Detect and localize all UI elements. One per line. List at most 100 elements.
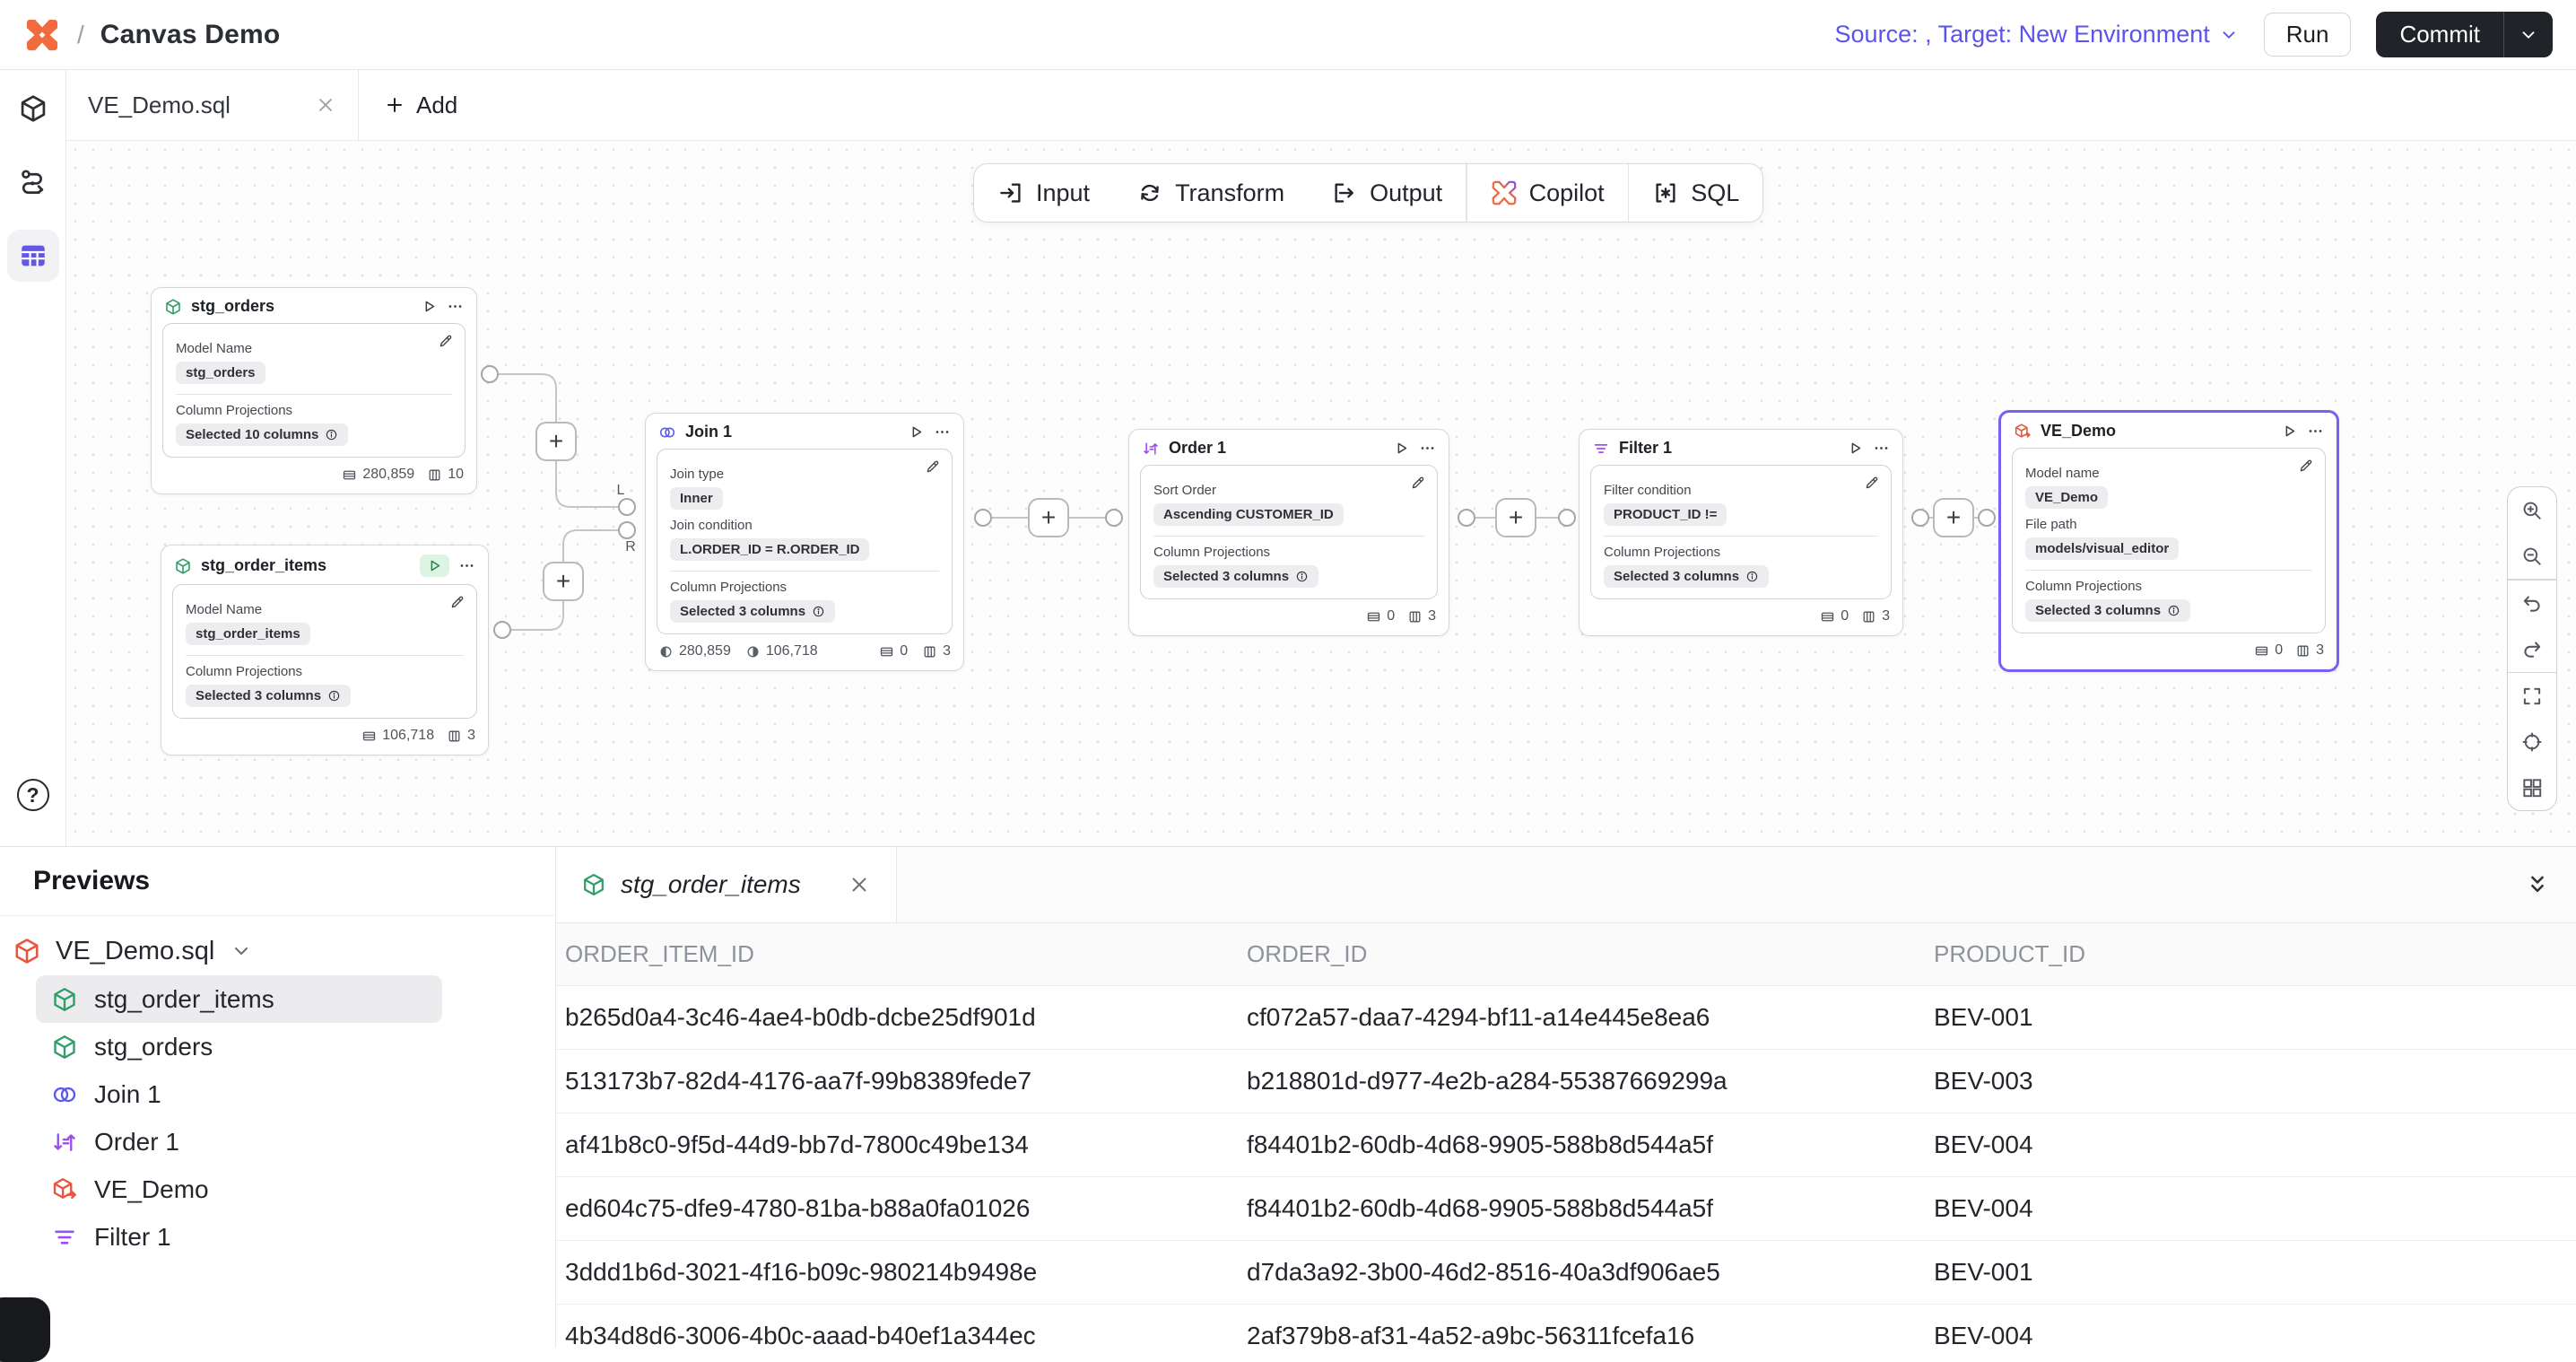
model-name-chip[interactable]: VE_Demo	[2025, 486, 2108, 509]
canvas-node-join-1[interactable]: Join 1 Join type Inner Join condition L.…	[645, 413, 964, 671]
edit-node-button[interactable]	[925, 458, 941, 475]
run-node-button[interactable]	[1847, 440, 1864, 457]
dbt-logo-icon[interactable]	[23, 16, 61, 54]
close-preview-tab-icon[interactable]	[848, 873, 871, 896]
canvas-node-stg-orders[interactable]: stg_orders Model Name stg_orders Column …	[151, 287, 477, 494]
node-menu-button[interactable]	[934, 423, 951, 441]
port-filter-in[interactable]	[1559, 510, 1575, 526]
run-node-button[interactable]	[1393, 440, 1410, 457]
node-menu-button[interactable]	[2307, 423, 2324, 440]
projections-chip[interactable]: Selected 3 columns	[670, 600, 835, 623]
add-node-on-edge-button[interactable]: +	[1495, 498, 1536, 537]
node-config-card[interactable]: Filter condition PRODUCT_ID != Column Pr…	[1590, 465, 1892, 599]
node-menu-button[interactable]	[1873, 440, 1890, 457]
tree-item-ve-demo[interactable]: VE_Demo	[36, 1166, 442, 1213]
projections-chip[interactable]: Selected 10 columns	[176, 423, 348, 446]
redo-button[interactable]	[2508, 626, 2556, 672]
filter-condition-chip[interactable]: PRODUCT_ID !=	[1604, 503, 1727, 526]
palette-output-button[interactable]: Output	[1308, 164, 1466, 222]
run-node-button[interactable]	[420, 554, 449, 577]
tree-root-ve-demo-sql[interactable]: VE_Demo.sql	[13, 927, 555, 975]
palette-sql-button[interactable]: SQL	[1629, 164, 1762, 222]
palette-copilot-button[interactable]: Copilot	[1467, 164, 1628, 222]
run-button[interactable]: Run	[2264, 13, 2352, 57]
palette-input-button[interactable]: Input	[974, 164, 1113, 222]
run-node-button[interactable]	[908, 423, 925, 441]
projections-chip[interactable]: Selected 3 columns	[1153, 565, 1318, 588]
run-node-button[interactable]	[2281, 423, 2298, 440]
environment-selector[interactable]: Source: , Target: New Environment	[1835, 21, 2239, 48]
canvas-node-stg-order-items[interactable]: stg_order_items Model Name stg_order_ite…	[161, 545, 489, 755]
sidebar-item-visual-editor[interactable]	[7, 230, 59, 282]
column-header[interactable]: ORDER_ID	[1247, 940, 1934, 968]
canvas-node-filter-1[interactable]: Filter 1 Filter condition PRODUCT_ID != …	[1579, 429, 1903, 636]
table-row[interactable]: 4b34d8d6-3006-4b0c-aaad-b40ef1a344ec 2af…	[556, 1305, 2576, 1348]
tree-item-filter-1[interactable]: Filter 1	[36, 1213, 442, 1261]
intercom-widget[interactable]	[0, 1297, 50, 1362]
model-name-chip[interactable]: stg_order_items	[186, 623, 310, 645]
run-node-button[interactable]	[421, 298, 438, 315]
overview-button[interactable]	[2508, 764, 2556, 810]
node-config-card[interactable]: Model name VE_Demo File path models/visu…	[2012, 448, 2326, 633]
node-menu-button[interactable]	[447, 298, 464, 315]
table-row[interactable]: 513173b7-82d4-4176-aa7f-99b8389fede7 b21…	[556, 1050, 2576, 1113]
commit-button[interactable]: Commit	[2376, 12, 2503, 57]
join-condition-chip[interactable]: L.ORDER_ID = R.ORDER_ID	[670, 538, 869, 561]
file-path-chip[interactable]: models/visual_editor	[2025, 537, 2179, 560]
edit-node-button[interactable]	[1864, 475, 1880, 491]
projections-chip[interactable]: Selected 3 columns	[2025, 599, 2190, 622]
port-order-in[interactable]	[1106, 510, 1122, 526]
edit-node-button[interactable]	[449, 594, 466, 610]
palette-transform-button[interactable]: Transform	[1113, 164, 1308, 222]
node-config-card[interactable]: Model Name stg_order_items Column Projec…	[172, 584, 477, 719]
join-type-chip[interactable]: Inner	[670, 487, 723, 510]
edit-node-button[interactable]	[1410, 475, 1426, 491]
port-join-right-in[interactable]	[619, 522, 635, 538]
node-menu-button[interactable]	[458, 557, 475, 574]
canvas[interactable]: Input Transform Output Copilot	[66, 141, 2576, 846]
fit-view-button[interactable]	[2508, 673, 2556, 719]
tree-item-stg-orders[interactable]: stg_orders	[36, 1023, 442, 1070]
port-stg-orders-out[interactable]	[482, 366, 498, 382]
port-join-out[interactable]	[975, 510, 991, 526]
port-stg-order-items-out[interactable]	[494, 622, 510, 638]
edit-node-button[interactable]	[438, 333, 454, 349]
canvas-node-ve-demo[interactable]: VE_Demo Model name VE_Demo File path mod…	[1998, 410, 2339, 672]
zoom-in-button[interactable]	[2508, 487, 2556, 533]
port-join-left-in[interactable]	[619, 499, 635, 515]
center-selection-button[interactable]	[2508, 719, 2556, 764]
help-button[interactable]: ?	[17, 779, 49, 811]
model-name-chip[interactable]: stg_orders	[176, 362, 265, 384]
sidebar-item-lineage[interactable]	[7, 156, 59, 208]
tab-ve-demo-sql[interactable]: VE_Demo.sql	[66, 70, 359, 140]
add-node-on-edge-button[interactable]: +	[1028, 498, 1069, 537]
node-config-card[interactable]: Model Name stg_orders Column Projections…	[162, 323, 466, 458]
close-tab-icon[interactable]	[315, 94, 336, 116]
column-header[interactable]: ORDER_ITEM_ID	[556, 940, 1247, 968]
undo-button[interactable]	[2508, 581, 2556, 626]
port-ve-demo-in[interactable]	[1979, 510, 1995, 526]
add-node-on-edge-button[interactable]: +	[543, 562, 584, 601]
edit-node-button[interactable]	[2298, 458, 2314, 474]
canvas-node-order-1[interactable]: Order 1 Sort Order Ascending CUSTOMER_ID…	[1128, 429, 1449, 636]
zoom-out-button[interactable]	[2508, 533, 2556, 579]
port-order-out[interactable]	[1458, 510, 1475, 526]
sidebar-item-models[interactable]	[7, 83, 59, 135]
projections-chip[interactable]: Selected 3 columns	[1604, 565, 1769, 588]
tree-item-order-1[interactable]: Order 1	[36, 1118, 442, 1166]
tree-item-stg-order-items[interactable]: stg_order_items	[36, 975, 442, 1023]
table-row[interactable]: b265d0a4-3c46-4ae4-b0db-dcbe25df901d cf0…	[556, 986, 2576, 1050]
node-menu-button[interactable]	[1419, 440, 1436, 457]
add-node-on-edge-button[interactable]: +	[1933, 498, 1974, 537]
commit-dropdown-button[interactable]	[2503, 12, 2553, 57]
add-node-on-edge-button[interactable]: +	[535, 422, 577, 461]
column-header[interactable]: PRODUCT_ID	[1934, 940, 2576, 968]
table-row[interactable]: af41b8c0-9f5d-44d9-bb7d-7800c49be134 f84…	[556, 1113, 2576, 1177]
port-filter-out[interactable]	[1912, 510, 1928, 526]
collapse-panel-button[interactable]	[2524, 871, 2551, 898]
node-config-card[interactable]: Join type Inner Join condition L.ORDER_I…	[657, 449, 953, 634]
projections-chip[interactable]: Selected 3 columns	[186, 685, 351, 707]
tree-item-join-1[interactable]: Join 1	[36, 1070, 442, 1118]
chevron-down-icon[interactable]	[231, 940, 252, 962]
preview-tab-stg-order-items[interactable]: stg_order_items	[556, 847, 897, 922]
